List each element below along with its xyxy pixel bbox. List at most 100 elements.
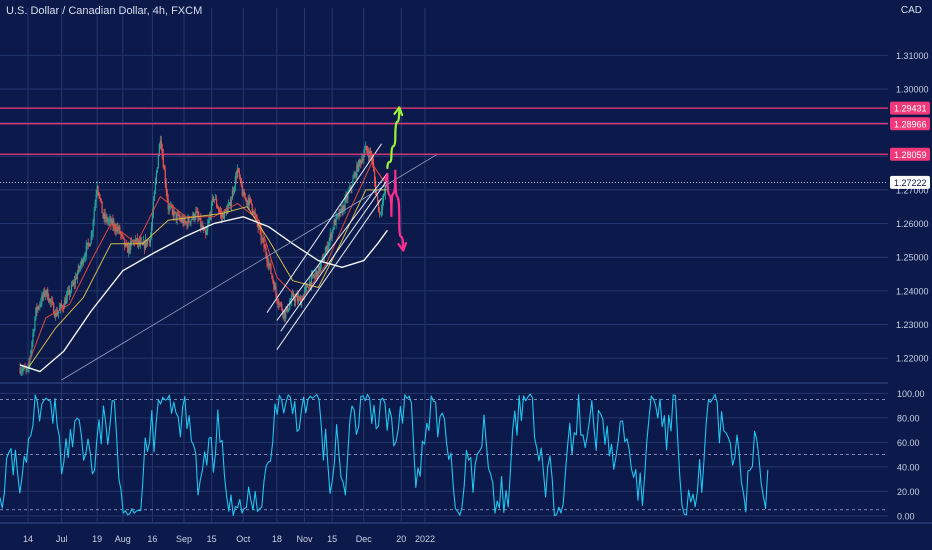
candle	[121, 232, 123, 239]
candle-body	[153, 191, 155, 201]
price-axis-bg	[888, 0, 932, 550]
candle	[64, 294, 67, 305]
candle	[294, 296, 296, 307]
candle-body	[288, 308, 290, 312]
candle-body	[195, 211, 197, 218]
candle	[199, 217, 201, 221]
time-tick-label: Dec	[356, 534, 373, 544]
time-tick-label: 16	[147, 534, 157, 544]
candle	[268, 258, 270, 271]
candle-body	[261, 238, 263, 240]
candle-body	[368, 153, 370, 158]
candle-body	[122, 234, 124, 237]
candle-body	[208, 220, 210, 225]
candle-body	[353, 176, 355, 180]
candle	[175, 212, 177, 224]
candle-body	[232, 190, 234, 192]
time-tick-label: Sep	[176, 534, 192, 544]
candle-body	[48, 299, 50, 302]
candle-body	[61, 306, 64, 309]
candle-body	[56, 312, 58, 316]
candle	[89, 242, 91, 247]
candle	[116, 223, 118, 235]
candle-body	[23, 366, 25, 370]
candle-body	[336, 215, 338, 217]
candle	[120, 232, 122, 240]
candle	[186, 220, 188, 230]
candle-body	[188, 218, 190, 222]
candle	[131, 236, 133, 246]
candle	[371, 150, 373, 164]
candle	[208, 216, 210, 227]
candle	[24, 362, 26, 369]
candle-body	[187, 218, 189, 227]
candle-body	[223, 209, 226, 219]
candle-body	[321, 257, 323, 260]
candle-body	[100, 198, 102, 201]
candle-body	[40, 303, 42, 305]
candle	[281, 301, 283, 312]
candle	[110, 216, 112, 230]
candle-body	[58, 310, 60, 314]
candle-body	[83, 257, 85, 260]
candle-body	[227, 204, 230, 209]
candle	[65, 291, 68, 305]
candle	[130, 237, 132, 254]
candle-body	[126, 244, 128, 247]
candle-body	[151, 214, 154, 227]
candle	[96, 180, 98, 198]
candle-body	[231, 190, 234, 200]
candle	[148, 239, 151, 247]
candle-body	[340, 208, 342, 210]
candle	[122, 234, 124, 239]
candle	[353, 171, 355, 180]
candle-body	[319, 263, 321, 271]
candle-body	[239, 176, 241, 179]
candle-body	[84, 256, 86, 258]
candle	[59, 303, 62, 314]
projection-arrowhead-down	[397, 241, 408, 252]
candle-body	[267, 261, 269, 266]
candle	[33, 328, 35, 337]
candle	[32, 328, 34, 348]
candle	[58, 310, 60, 319]
candle-body	[42, 295, 44, 297]
candle-body	[349, 186, 351, 191]
candle-body	[28, 363, 30, 368]
candle-body	[281, 304, 283, 310]
candle-body	[144, 239, 147, 249]
candle	[66, 287, 69, 303]
candle-body	[77, 266, 79, 274]
candle	[79, 261, 81, 272]
candle	[354, 170, 356, 178]
candle-body	[249, 198, 251, 200]
candle	[347, 189, 349, 203]
candle	[145, 239, 148, 248]
osc-tick-label: 20.00	[897, 487, 920, 497]
candle	[50, 298, 52, 308]
candle	[233, 185, 235, 195]
candle	[241, 181, 243, 198]
candle	[253, 210, 255, 216]
candle-body	[38, 306, 40, 308]
candle-body	[372, 157, 374, 163]
candle	[71, 280, 74, 288]
price-tick-label: 1.30000	[896, 84, 929, 94]
candle-body	[191, 218, 193, 220]
candle	[209, 212, 211, 223]
projection-path-up	[386, 106, 401, 170]
candle	[307, 286, 310, 289]
candle-body	[19, 368, 21, 373]
candle	[85, 240, 87, 261]
candle-body	[87, 242, 89, 244]
moving-average-slow	[19, 216, 388, 373]
candle-body	[244, 197, 246, 199]
candle	[194, 213, 196, 223]
candle	[182, 215, 184, 228]
candle-body	[97, 186, 99, 193]
candle	[73, 276, 76, 290]
candle	[60, 300, 63, 308]
candle	[41, 291, 43, 308]
candle-body	[256, 216, 258, 224]
candle-body	[21, 370, 23, 372]
